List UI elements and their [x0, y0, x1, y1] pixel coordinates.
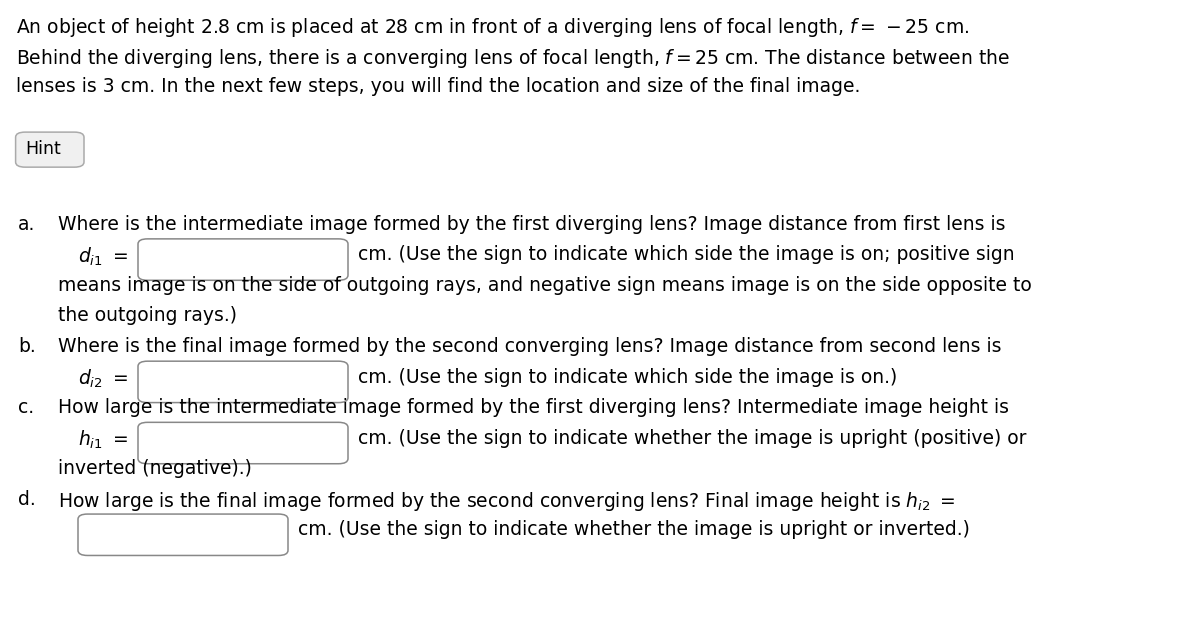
Text: cm. (Use the sign to indicate which side the image is on.): cm. (Use the sign to indicate which side…	[358, 368, 896, 387]
Text: b.: b.	[18, 337, 36, 356]
Text: $h_{i1}$ $=$: $h_{i1}$ $=$	[78, 429, 127, 451]
Text: Where is the final image formed by the second converging lens? Image distance fr: Where is the final image formed by the s…	[58, 337, 1001, 356]
Text: cm. (Use the sign to indicate whether the image is upright (positive) or: cm. (Use the sign to indicate whether th…	[358, 429, 1026, 448]
Text: How large is the final image formed by the second converging lens? Final image h: How large is the final image formed by t…	[58, 490, 955, 513]
FancyBboxPatch shape	[138, 422, 348, 464]
Text: the outgoing rays.): the outgoing rays.)	[58, 306, 236, 326]
Text: lenses is 3 cm. In the next few steps, you will find the location and size of th: lenses is 3 cm. In the next few steps, y…	[16, 77, 860, 96]
Text: Hint: Hint	[25, 140, 61, 158]
FancyBboxPatch shape	[16, 132, 84, 167]
Text: cm. (Use the sign to indicate whether the image is upright or inverted.): cm. (Use the sign to indicate whether th…	[298, 520, 970, 540]
FancyBboxPatch shape	[138, 239, 348, 280]
Text: inverted (negative).): inverted (negative).)	[58, 459, 252, 478]
Text: $d_{i1}$ $=$: $d_{i1}$ $=$	[78, 245, 128, 268]
Text: a.: a.	[18, 215, 35, 234]
Text: c.: c.	[18, 398, 34, 417]
Text: d.: d.	[18, 490, 36, 509]
Text: Where is the intermediate image formed by the first diverging lens? Image distan: Where is the intermediate image formed b…	[58, 215, 1006, 234]
Text: An object of height 2.8 cm is placed at 28 cm in front of a diverging lens of fo: An object of height 2.8 cm is placed at …	[16, 16, 968, 39]
Text: Behind the diverging lens, there is a converging lens of focal length, $f = 25$ : Behind the diverging lens, there is a co…	[16, 47, 1009, 69]
Text: cm. (Use the sign to indicate which side the image is on; positive sign: cm. (Use the sign to indicate which side…	[358, 245, 1014, 264]
FancyBboxPatch shape	[138, 361, 348, 403]
Text: means image is on the side of outgoing rays, and negative sign means image is on: means image is on the side of outgoing r…	[58, 276, 1031, 295]
FancyBboxPatch shape	[78, 514, 288, 555]
Text: $d_{i2}$ $=$: $d_{i2}$ $=$	[78, 368, 128, 390]
Text: How large is the intermediate image formed by the first diverging lens? Intermed: How large is the intermediate image form…	[58, 398, 1008, 417]
